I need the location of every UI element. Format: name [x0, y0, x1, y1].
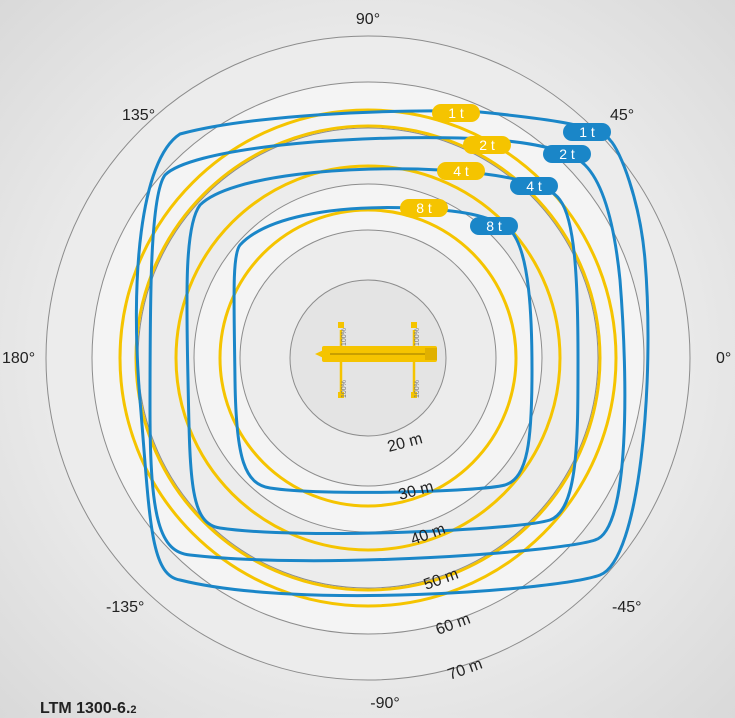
svg-text:2 t: 2 t [559, 146, 575, 162]
support-pct-4: 100% [414, 380, 421, 398]
blue-badge-2t: 2 t [543, 145, 591, 163]
svg-text:1 t: 1 t [579, 124, 595, 140]
yellow-curve-4t [174, 164, 562, 552]
angle-labels: 90° 45° 0° -45° -90° -135° 180° 135° [2, 11, 731, 712]
blue-badge-4t: 4 t [510, 177, 558, 195]
angle-label-minus45: -45° [612, 599, 642, 616]
angle-label-minus135: -135° [106, 599, 144, 616]
blue-badge-1t: 1 t [563, 123, 611, 141]
model-name: LTM 1300-6. [40, 700, 131, 717]
angle-label-45: 45° [610, 107, 634, 124]
blue-badges: 1 t 2 t 4 t 8 t [470, 123, 611, 235]
support-pct-1: 100% [341, 328, 348, 346]
yellow-badge-4t: 4 t [437, 162, 485, 180]
yellow-badge-2t: 2 t [463, 136, 511, 154]
angle-label-180: 180° [2, 350, 35, 367]
blue-badge-8t: 8 t [470, 217, 518, 235]
yellow-badge-1t: 1 t [432, 104, 480, 122]
model-label: LTM 1300-6.2 [40, 700, 137, 718]
angle-label-135: 135° [122, 107, 155, 124]
angle-label-0: 0° [716, 350, 731, 367]
support-percent-labels: 100% 100% 100% 100% [341, 328, 421, 398]
svg-text:8 t: 8 t [486, 218, 502, 234]
yellow-curve-8t [218, 208, 518, 508]
yellow-badges: 1 t 2 t 4 t 8 t [400, 104, 511, 217]
yellow-badge-8t: 8 t [400, 199, 448, 217]
yellow-curve-1t [118, 108, 618, 608]
support-pct-2: 100% [414, 328, 421, 346]
svg-text:8 t: 8 t [416, 200, 432, 216]
svg-text:2 t: 2 t [479, 137, 495, 153]
model-sub: 2 [130, 704, 137, 716]
crane-icon [315, 322, 437, 398]
angle-label-90: 90° [356, 11, 380, 28]
svg-text:1 t: 1 t [448, 105, 464, 121]
svg-text:4 t: 4 t [453, 163, 469, 179]
support-pct-3: 100% [341, 380, 348, 398]
blue-curve-2t [148, 136, 627, 563]
blue-curve-1t [134, 109, 650, 598]
angle-label-minus90: -90° [370, 695, 400, 712]
svg-text:4 t: 4 t [526, 178, 542, 194]
yellow-load-circles [118, 108, 618, 608]
